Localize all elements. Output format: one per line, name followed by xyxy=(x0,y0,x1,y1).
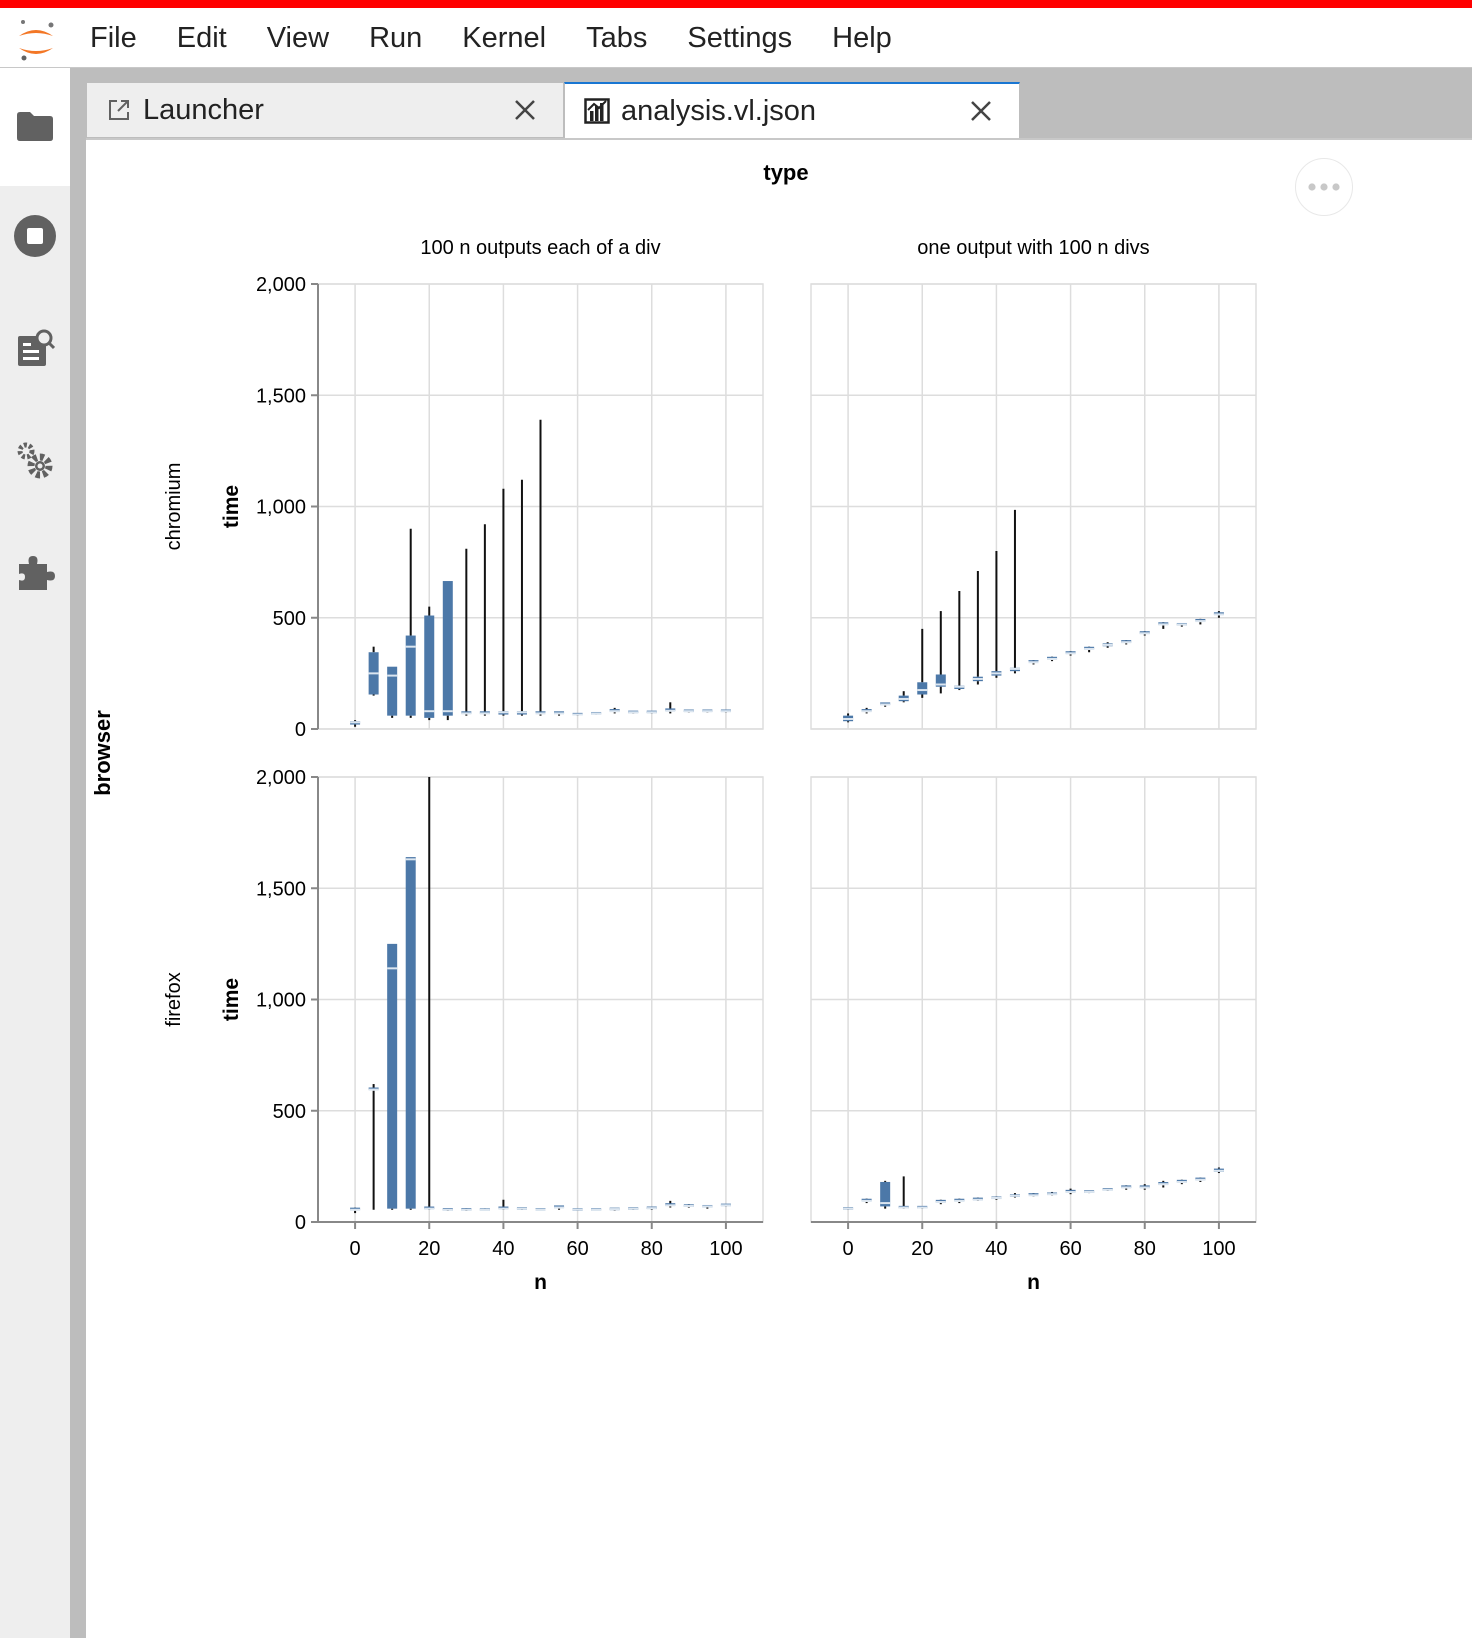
box-mark xyxy=(405,857,416,1209)
menu-help[interactable]: Help xyxy=(832,21,892,54)
y-tick-label: 500 xyxy=(273,608,306,630)
menu-settings[interactable]: Settings xyxy=(687,21,793,54)
y-tick-label: 0 xyxy=(295,719,306,741)
vega-actions-button[interactable] xyxy=(1295,158,1353,216)
x-tick-label: 20 xyxy=(418,1238,440,1260)
y-tick-label: 500 xyxy=(273,1101,306,1123)
box-mark xyxy=(917,682,928,695)
row-header: firefox xyxy=(163,972,185,1026)
property-inspector-icon[interactable] xyxy=(13,326,57,370)
menu-bar: File Edit View Run Kernel Tabs Settings … xyxy=(0,8,1472,68)
row-header: chromium xyxy=(163,463,185,551)
x-tick-label: 100 xyxy=(1202,1238,1235,1260)
box-mark xyxy=(442,581,453,716)
y-tick-label: 1,500 xyxy=(256,385,306,407)
tab-analysis-label: analysis.vl.json xyxy=(621,94,817,127)
sidebar-splitter[interactable] xyxy=(70,68,86,1638)
x-tick-label: 60 xyxy=(566,1238,588,1260)
jupyter-logo-icon xyxy=(14,16,58,64)
x-tick-label: 80 xyxy=(641,1238,663,1260)
column-header: 100 n outputs each of a div xyxy=(420,237,660,259)
close-icon[interactable] xyxy=(967,97,995,125)
box-mark xyxy=(387,943,398,1209)
folder-icon[interactable] xyxy=(13,104,57,148)
row-facet-title: browser xyxy=(90,710,115,796)
vega-chart-icon xyxy=(583,97,611,125)
tab-launcher[interactable]: Launcher xyxy=(86,82,564,138)
ellipsis-icon xyxy=(1308,183,1340,191)
y-tick-label: 1,500 xyxy=(256,878,306,900)
y-tick-label: 1,000 xyxy=(256,990,306,1012)
y-axis-title: time xyxy=(220,978,243,1021)
x-axis-title: n xyxy=(534,1271,547,1294)
x-tick-label: 20 xyxy=(911,1238,933,1260)
x-tick-label: 60 xyxy=(1059,1238,1081,1260)
left-sidebar xyxy=(0,68,70,1638)
launch-icon xyxy=(105,96,133,124)
x-tick-label: 0 xyxy=(350,1238,361,1260)
box-mark xyxy=(665,708,676,711)
column-header: one output with 100 n divs xyxy=(917,237,1149,259)
window-accent-bar xyxy=(0,0,1472,8)
y-tick-label: 1,000 xyxy=(256,497,306,519)
box-mark xyxy=(424,615,435,718)
y-tick-label: 0 xyxy=(295,1212,306,1234)
tab-launcher-label: Launcher xyxy=(143,93,264,126)
box-mark xyxy=(387,666,398,716)
menu-file[interactable]: File xyxy=(90,21,137,54)
x-tick-label: 40 xyxy=(492,1238,514,1260)
box-mark xyxy=(880,1181,891,1207)
menu-view[interactable]: View xyxy=(266,21,330,54)
x-tick-label: 40 xyxy=(985,1238,1007,1260)
stop-circle-icon[interactable] xyxy=(13,214,57,258)
x-tick-label: 100 xyxy=(709,1238,742,1260)
panel-frame xyxy=(810,283,1257,730)
x-axis-title: n xyxy=(1027,1271,1040,1294)
x-tick-label: 0 xyxy=(843,1238,854,1260)
faceted-boxplot-chart: type 100 n outputs each of a div one outpu… xyxy=(90,160,1257,1294)
tab-analysis-vl-json[interactable]: analysis.vl.json xyxy=(564,82,1020,138)
menu-items: File Edit View Run Kernel Tabs Settings … xyxy=(70,8,912,68)
tab-bar: Launcher analysis.vl.json xyxy=(86,68,1472,138)
gears-icon[interactable] xyxy=(13,438,57,482)
menu-run[interactable]: Run xyxy=(369,21,423,54)
y-axis-title: time xyxy=(220,485,243,528)
menu-edit[interactable]: Edit xyxy=(176,21,227,54)
y-tick-label: 2,000 xyxy=(256,274,306,296)
menu-kernel[interactable]: Kernel xyxy=(462,21,547,54)
box-mark xyxy=(935,674,946,687)
y-tick-label: 2,000 xyxy=(256,767,306,789)
column-facet-title: type xyxy=(763,160,808,185)
box-mark xyxy=(405,635,416,716)
close-icon[interactable] xyxy=(511,96,539,124)
puzzle-piece-icon[interactable] xyxy=(13,550,57,594)
menu-tabs[interactable]: Tabs xyxy=(586,21,648,54)
x-tick-label: 80 xyxy=(1134,1238,1156,1260)
